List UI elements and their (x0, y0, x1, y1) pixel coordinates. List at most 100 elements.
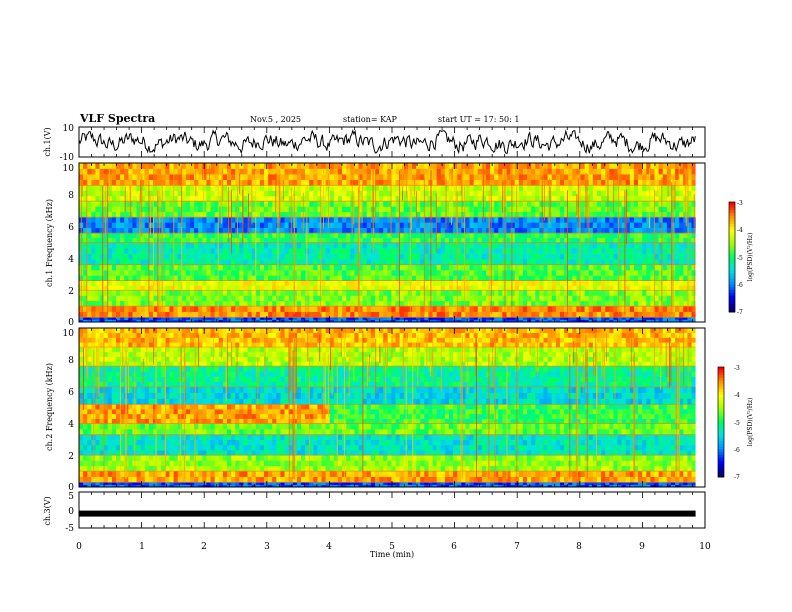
ch1-spec-cell (83, 168, 88, 175)
ch1-spec-cell (202, 280, 207, 286)
ch1-spec-cell (403, 195, 409, 202)
ch1-spec-cell (235, 295, 240, 302)
ch1-spec-cell (601, 295, 606, 302)
ch1-spec-cell (107, 190, 113, 197)
ch1-spec-cell (165, 290, 170, 296)
ch1-spec-cell (198, 242, 203, 249)
ch1-spec-cell (465, 195, 470, 202)
ch1-spec-cell (617, 242, 622, 249)
ch1-spec-cell (120, 311, 125, 318)
ch1-spec-cell (416, 285, 421, 291)
ch1-spec-cell (214, 217, 220, 223)
ch1-spec-cell (292, 237, 298, 243)
ch1-spec-cell (161, 217, 166, 223)
ch1-spec-cell (181, 211, 187, 218)
ch1-spec-cell (136, 280, 141, 286)
ch1-spec-cell (83, 217, 88, 223)
ch1-spec-cell (366, 168, 372, 175)
ch1-spec-cell (87, 232, 92, 239)
ch1-spec-cell (683, 285, 688, 291)
ch1-spec-cell (157, 248, 162, 254)
ch1-spec-cell (251, 259, 257, 266)
ch1-spec-cell (379, 201, 384, 207)
ch1-spec-cell (683, 290, 688, 296)
ch1-spec-cell (559, 163, 565, 169)
ch1-spec-cell (321, 319, 326, 323)
ch1-spec-cell (638, 174, 643, 180)
ch1-spec-cell (646, 185, 651, 191)
ch1-spec-cell (280, 174, 285, 180)
ch1-spec-cell (337, 185, 343, 191)
ch1-spec-cell (276, 206, 281, 213)
ch1-spec-cell (243, 179, 248, 186)
ch1-spec-cell (140, 232, 146, 239)
ch1-spec-cell (140, 227, 146, 234)
ch1-spec-cell (539, 317, 544, 320)
ch1-spec-cell (165, 270, 170, 276)
ch1-spec-cell (206, 259, 211, 266)
ch1-spec-cell (148, 264, 154, 271)
ch1-spec-cell (481, 275, 487, 281)
ch1-spec-cell (206, 237, 211, 243)
ch1-spec-cell (576, 306, 581, 312)
ch1-spec-cell (403, 185, 409, 191)
ch1-spec-cell (313, 163, 318, 169)
ch1-spec-cell (247, 280, 252, 286)
ch1-spec-cell (259, 211, 265, 218)
ch1-spec-cell (494, 259, 499, 266)
ch1-spec-cell (107, 295, 113, 302)
ch1-spec-cell (498, 211, 503, 218)
ch1-spec-cell (116, 264, 121, 271)
ch1-spec-cell (140, 264, 146, 271)
ch1-spec-cell (165, 317, 170, 320)
ch1-spec-cell (514, 222, 520, 228)
ch1-spec-cell (259, 206, 265, 213)
ch1-spec-cell (313, 179, 318, 186)
ch1-spec-cell (629, 206, 635, 213)
ch1-spec-cell (564, 185, 569, 191)
ch1-spec-cell (387, 201, 392, 207)
ch1-spec-cell (551, 163, 557, 169)
ch1-spec-cell (181, 248, 187, 254)
ch1-spec-cell (654, 190, 659, 197)
ch1-spec-cell (107, 222, 113, 228)
ch1-spec-cell (243, 317, 248, 320)
ch1-spec-cell (572, 317, 577, 320)
ch1-spec-cell (284, 317, 289, 320)
ch1-spec-cell (325, 280, 331, 286)
ch1-spec-cell (120, 195, 125, 202)
ch1-spec-cell (333, 190, 339, 197)
ch1-spec-cell (210, 300, 215, 307)
ch1-spec-cell (646, 211, 651, 218)
ch1-spec-cell (613, 185, 618, 191)
ch1-spec-cell (276, 264, 281, 271)
ch1-spec-cell (453, 253, 458, 260)
ch1-spec-cell (111, 290, 117, 296)
ch1-spec-cell (506, 190, 511, 197)
ch1-spec-cell (247, 211, 252, 218)
ch1-spec-cell (506, 174, 511, 180)
ch1-spec-cell (132, 217, 137, 223)
ch1-spec-cell (226, 211, 232, 218)
ch1-spec-cell (268, 264, 273, 271)
ch1-spec-cell (481, 295, 487, 302)
ch1-spec-cell (617, 311, 622, 318)
ch1-spec-cell (527, 237, 532, 243)
ch1-spec-cell (555, 206, 561, 213)
ch1-spec-cell (551, 253, 557, 260)
ch1-spec-cell (539, 211, 544, 218)
ch1-spec-cell (420, 306, 425, 312)
ch1-spec-cell (642, 242, 647, 249)
ch1-spec-cell (469, 217, 474, 223)
ch1-spec-cell (502, 311, 507, 318)
ch1-spec-cell (333, 290, 339, 296)
ch1-spec-cell (247, 185, 252, 191)
ch1-spec-cell (588, 190, 594, 197)
ch1-spec-cell (342, 227, 347, 234)
ch1-spec-cell (292, 290, 298, 296)
ch1-spec-cell (424, 179, 429, 186)
ch1-spec-cell (424, 306, 429, 312)
ch1-spec-cell (506, 242, 511, 249)
ch1-spec-cell (107, 248, 113, 254)
ch1-spec-cell (87, 168, 92, 175)
